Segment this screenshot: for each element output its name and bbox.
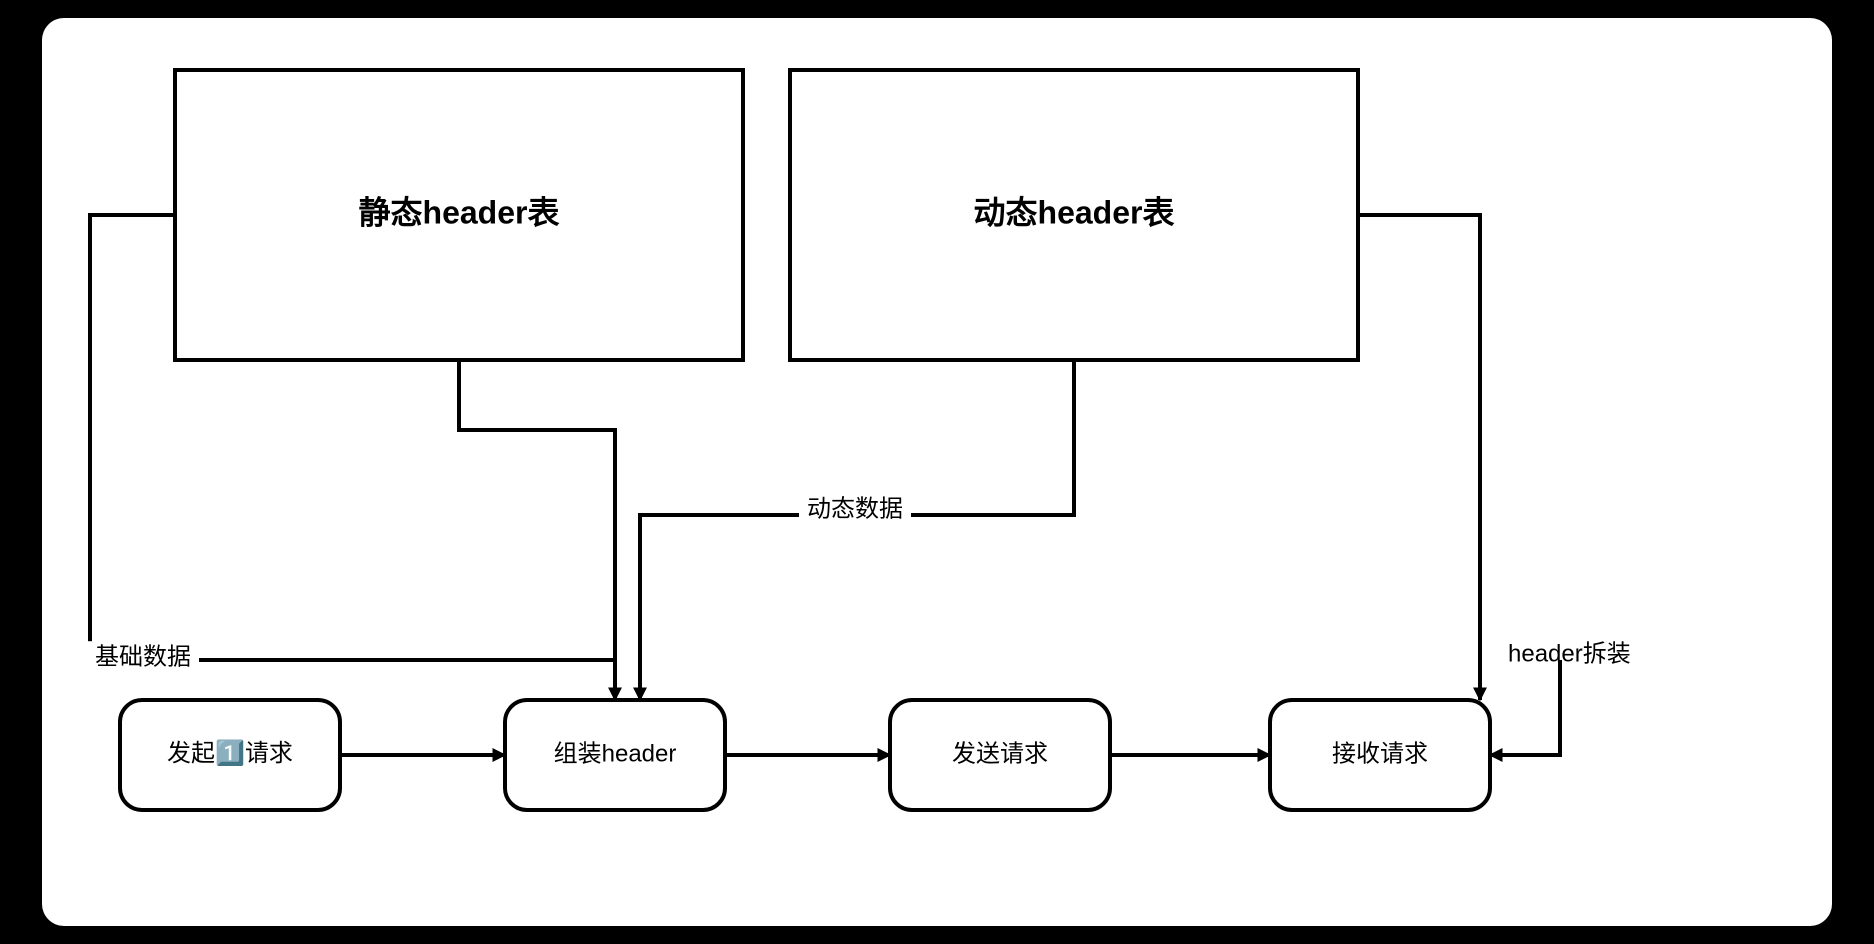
- diagram-canvas: 静态header表 动态header表发起1️⃣请求 组装header 发送请求 接收请…: [0, 0, 1874, 944]
- flowchart-svg: 静态header表 动态header表发起1️⃣请求 组装header 发送请求 接收请…: [0, 0, 1874, 944]
- edge-label-e_header_teardown: header拆装: [1508, 640, 1631, 667]
- edge-label-e_static_to_base: 基础数据: [95, 643, 191, 670]
- node-label-start_request: 发起1️⃣请求: [167, 739, 293, 767]
- node-label-build_header: 组装header: [554, 740, 677, 767]
- node-label-recv_request: 接收请求: [1332, 740, 1428, 767]
- node-label-send_request: 发送请求: [952, 740, 1048, 767]
- node-label-dynamic_header: 动态header表: [974, 194, 1175, 230]
- edge-label-e_dynamic_to_build: 动态数据: [807, 495, 903, 522]
- node-label-static_header: 静态header表: [359, 194, 560, 230]
